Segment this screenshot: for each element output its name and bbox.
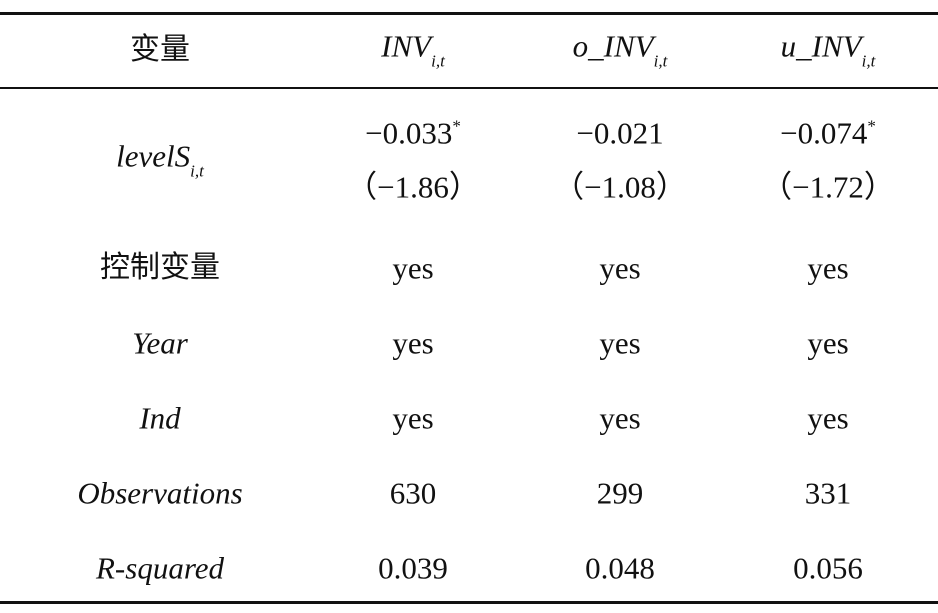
t-stat: （−1.08） xyxy=(553,169,687,205)
row-label: 控制变量 xyxy=(100,250,220,285)
cell: 0.039 xyxy=(378,550,448,586)
cell: yes xyxy=(807,400,849,436)
row-label: Ind xyxy=(139,400,181,436)
star: * xyxy=(452,116,461,136)
subscript: i,t xyxy=(431,51,445,71)
t-stat: （−1.72） xyxy=(761,169,895,205)
header-text: o_INV xyxy=(572,28,654,64)
t-stat: （−1.86） xyxy=(346,169,480,205)
cell: yes xyxy=(392,400,434,436)
top-rule xyxy=(0,12,938,15)
header-text: u_INV xyxy=(780,28,862,64)
subscript: i,t xyxy=(190,161,204,181)
row-label: Observations xyxy=(77,475,243,511)
coefficient: −0.021 xyxy=(576,115,664,151)
header-rule xyxy=(0,87,938,89)
header-cell: u_INVi,t xyxy=(781,31,876,70)
cell: yes xyxy=(807,250,849,286)
star: * xyxy=(867,116,876,136)
row-label: Year xyxy=(132,325,188,361)
coefficient: −0.033* xyxy=(365,118,461,149)
bottom-rule xyxy=(0,601,938,604)
cell: yes xyxy=(392,250,434,286)
cell: 299 xyxy=(596,475,644,511)
subscript: i,t xyxy=(653,51,668,71)
row-label: R-squared xyxy=(96,550,224,586)
coef-text: −0.074 xyxy=(780,115,868,151)
cell: 331 xyxy=(804,475,852,511)
header-cell: INVi,t xyxy=(381,31,445,70)
row-label: levelSi,t xyxy=(116,141,204,180)
header-cell: 变量 xyxy=(130,32,190,67)
header-cell: o_INVi,t xyxy=(573,31,668,70)
cell: 630 xyxy=(389,475,437,511)
cell: yes xyxy=(599,325,641,361)
cell: yes xyxy=(599,400,641,436)
coef-text: −0.033 xyxy=(365,115,453,151)
coefficient: −0.074* xyxy=(780,118,876,149)
subscript: i,t xyxy=(861,51,876,71)
cell: 0.056 xyxy=(793,550,863,586)
cell: yes xyxy=(599,250,641,286)
cell: yes xyxy=(392,325,434,361)
cell: yes xyxy=(807,325,849,361)
cell: 0.048 xyxy=(585,550,655,586)
row-label-text: levelS xyxy=(116,138,191,174)
header-text: INV xyxy=(381,28,432,64)
